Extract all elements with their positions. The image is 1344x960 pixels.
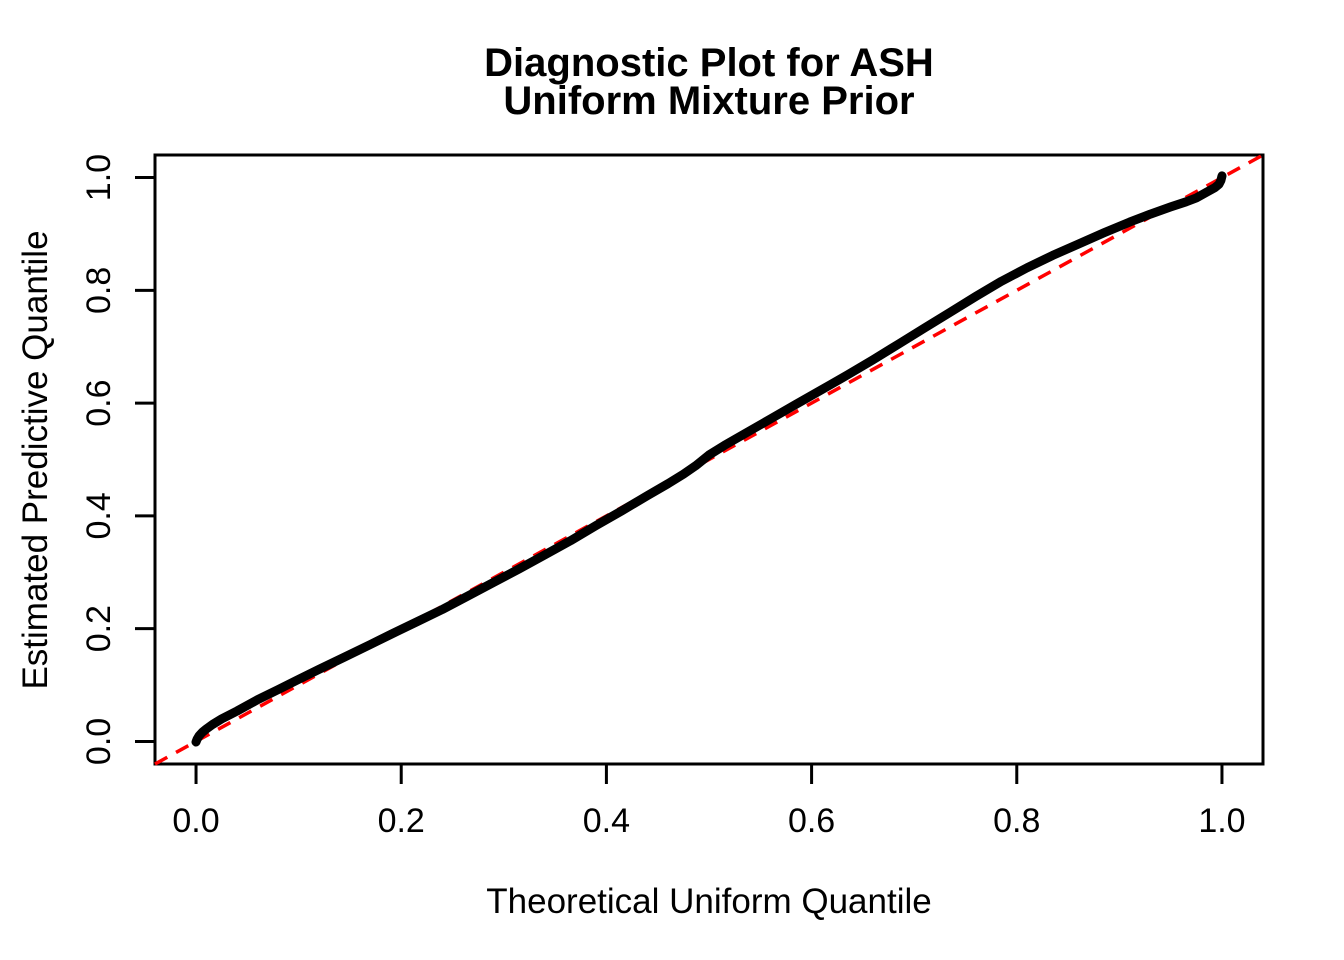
y-axis-tick-label: 1.0 bbox=[80, 154, 118, 201]
x-axis-tick-label: 0.8 bbox=[993, 802, 1040, 840]
y-axis-tick-label: 0.4 bbox=[80, 492, 118, 539]
x-axis-tick-label: 0.2 bbox=[378, 802, 425, 840]
y-axis-tick-label: 0.6 bbox=[80, 379, 118, 426]
x-axis-tick-label: 0.0 bbox=[172, 802, 219, 840]
x-axis-tick-label: 0.4 bbox=[583, 802, 630, 840]
plot-border bbox=[153, 153, 1265, 766]
x-axis-title: Theoretical Uniform Quantile bbox=[486, 882, 932, 921]
chart-title: Diagnostic Plot for ASH Uniform Mixture … bbox=[155, 41, 1263, 123]
x-axis-tick-label: 0.6 bbox=[788, 802, 835, 840]
y-axis-tick-label: 0.2 bbox=[80, 605, 118, 652]
y-axis-tick-label: 0.8 bbox=[80, 267, 118, 314]
y-axis-tick-label: 0.0 bbox=[80, 718, 118, 765]
chart-title-line2: Uniform Mixture Prior bbox=[503, 79, 915, 123]
x-axis-tick-label: 1.0 bbox=[1198, 802, 1245, 840]
estimated-quantile-curve bbox=[191, 171, 1227, 747]
chart-title-line1: Diagnostic Plot for ASH bbox=[484, 41, 934, 85]
